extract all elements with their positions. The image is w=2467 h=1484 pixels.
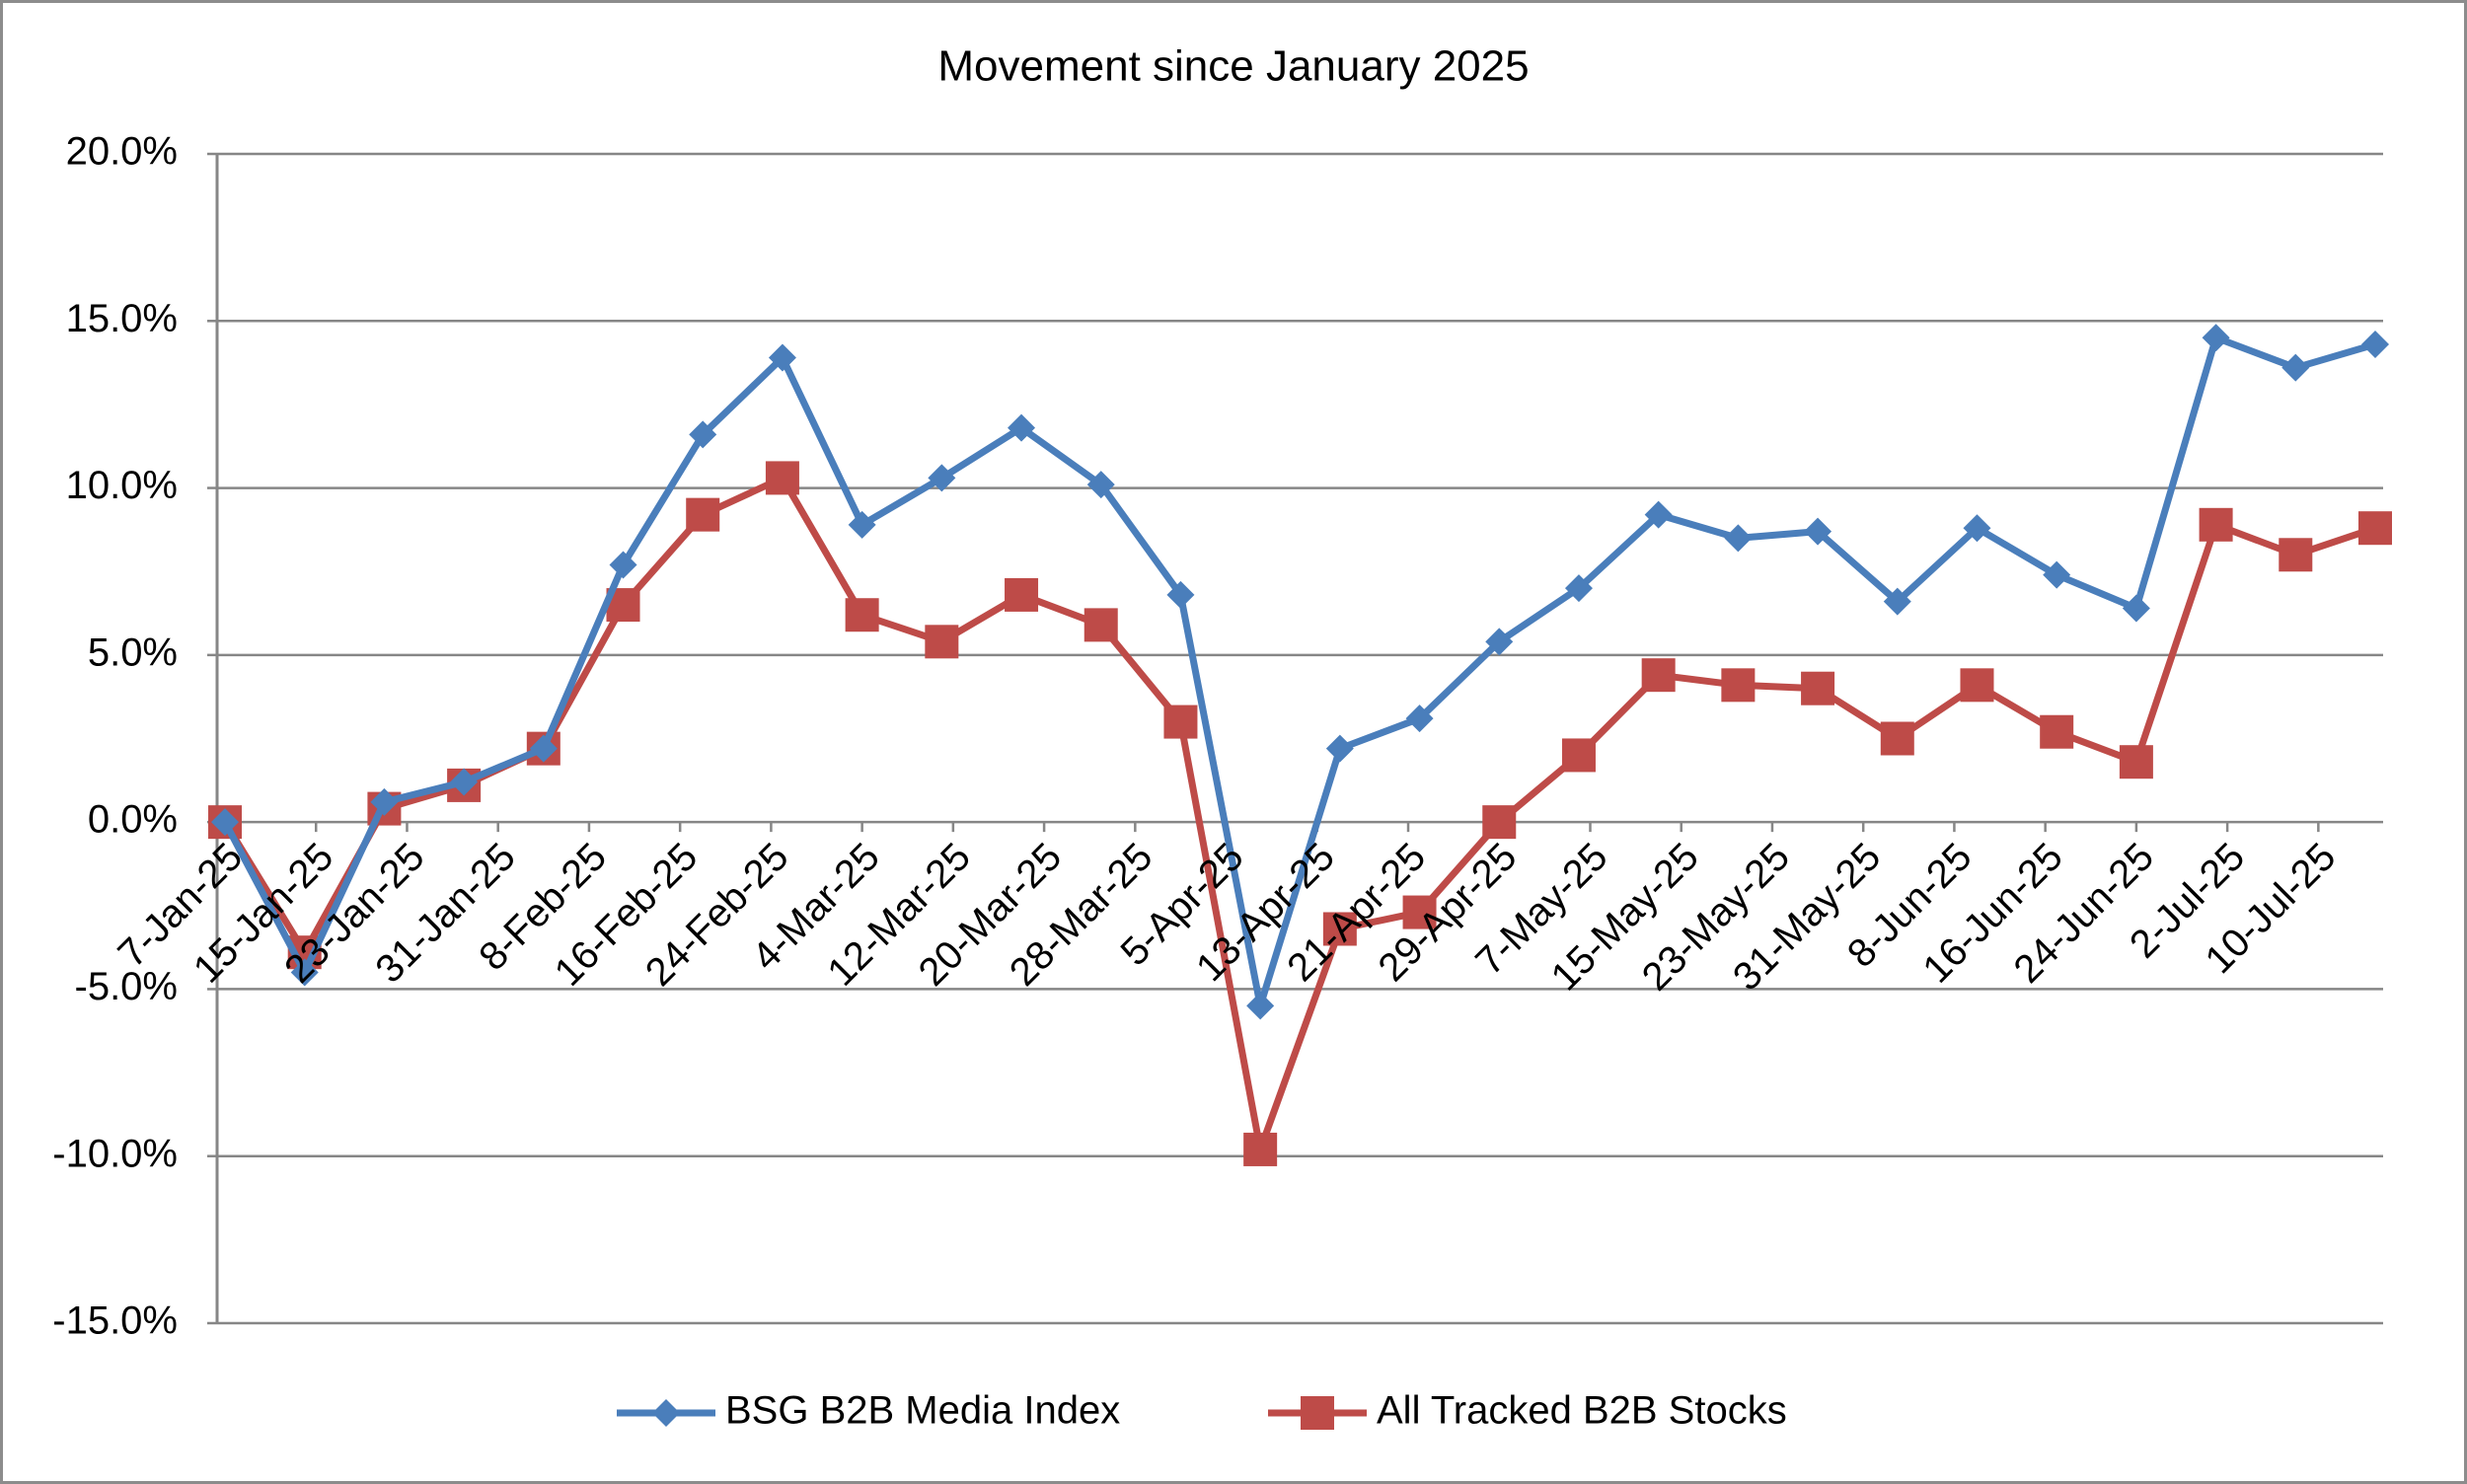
- marker: [1485, 628, 1514, 656]
- y-tick-label: 0.0%: [88, 798, 178, 842]
- marker: [848, 510, 876, 539]
- marker: [1325, 734, 1354, 763]
- marker: [2199, 507, 2233, 542]
- marker: [1564, 574, 1593, 603]
- marker: [2358, 511, 2392, 546]
- marker: [1724, 524, 1753, 553]
- marker: [652, 1399, 680, 1427]
- marker: [1166, 580, 1195, 609]
- marker: [2279, 538, 2313, 572]
- legend-label: BSG B2B Media Index: [725, 1389, 1120, 1433]
- marker: [370, 787, 399, 816]
- marker: [290, 958, 319, 987]
- marker: [2202, 324, 2230, 352]
- marker: [2281, 353, 2310, 382]
- y-tick-label: -10.0%: [52, 1132, 178, 1175]
- marker: [450, 768, 479, 796]
- marker: [1243, 1132, 1278, 1166]
- marker: [1960, 668, 1994, 703]
- marker: [1482, 805, 1517, 840]
- marker: [1086, 471, 1115, 499]
- marker: [211, 808, 239, 837]
- y-tick-label: 10.0%: [66, 464, 178, 507]
- marker: [2122, 594, 2150, 623]
- marker: [1008, 413, 1036, 442]
- marker: [768, 343, 796, 372]
- marker: [2361, 330, 2389, 358]
- y-tick-label: 15.0%: [66, 297, 178, 340]
- legend-label: All Tracked B2B Stocks: [1377, 1389, 1787, 1433]
- marker: [1163, 705, 1198, 739]
- marker: [529, 734, 558, 763]
- series-line: [222, 474, 2377, 1153]
- y-tick-label: -5.0%: [75, 965, 179, 1008]
- marker: [1405, 705, 1434, 733]
- y-tick-label: -15.0%: [52, 1299, 178, 1343]
- marker: [1084, 608, 1118, 642]
- marker: [845, 598, 879, 632]
- marker: [1561, 738, 1596, 773]
- marker: [1804, 517, 1832, 546]
- y-tick-label: 5.0%: [88, 631, 178, 674]
- grid: [207, 152, 2383, 1325]
- marker: [765, 461, 799, 495]
- marker: [1246, 992, 1275, 1020]
- marker: [1883, 587, 1911, 616]
- y-tick-label: 20.0%: [66, 130, 178, 174]
- marker: [689, 420, 717, 449]
- marker: [925, 625, 959, 659]
- marker: [2040, 714, 2074, 749]
- series: [208, 324, 2392, 1166]
- series-line: [221, 334, 2376, 1009]
- marker: [1801, 671, 1835, 705]
- marker: [1641, 658, 1676, 693]
- marker: [1402, 895, 1437, 929]
- marker: [1005, 577, 1039, 612]
- marker: [1644, 500, 1673, 529]
- marker: [2119, 745, 2153, 779]
- marker: [1301, 1396, 1334, 1430]
- marker: [609, 551, 637, 579]
- chart-title: Movement since January 2025: [937, 42, 1529, 91]
- marker: [2043, 560, 2071, 589]
- marker: [1880, 721, 1914, 756]
- marker: [1963, 514, 1991, 543]
- marker: [1322, 912, 1357, 946]
- marker: [928, 464, 956, 492]
- marker: [686, 497, 720, 532]
- legend: BSG B2B Media Index All Tracked B2B Stock…: [617, 1389, 1787, 1433]
- marker: [1721, 668, 1756, 703]
